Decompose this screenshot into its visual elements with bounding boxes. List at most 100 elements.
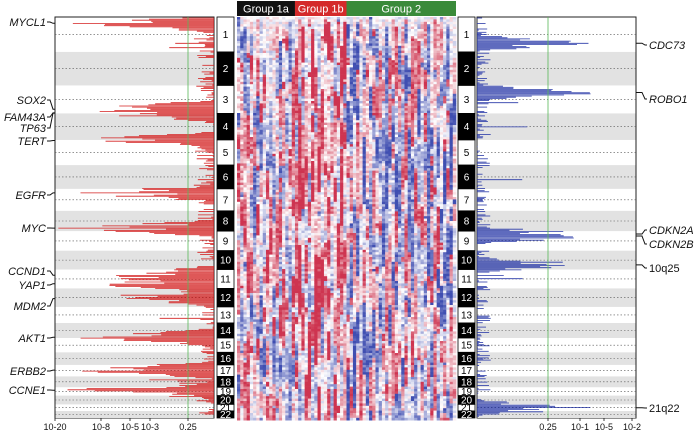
heatmap-cell: [307, 216, 312, 219]
heatmap-cell: [311, 50, 315, 54]
heatmap-cell: [262, 341, 267, 344]
heatmap-cell: [259, 324, 264, 327]
heatmap-cell: [288, 161, 293, 164]
heatmap-cell: [320, 72, 325, 75]
heatmap-cell: [237, 305, 241, 308]
heatmap-cell: [256, 381, 260, 385]
heatmap-cell: [269, 43, 273, 47]
heatmap-cell: [304, 393, 309, 397]
heatmap-cell: [288, 209, 293, 212]
heatmap-cell: [294, 242, 299, 246]
heatmap-cell: [278, 403, 283, 407]
heatmap-cell: [285, 149, 289, 152]
heatmap-cell: [285, 74, 289, 78]
heatmap-cell: [311, 120, 315, 123]
heatmap-cell: [265, 317, 270, 320]
heatmap-cell: [278, 156, 283, 159]
heatmap-cell: [314, 348, 318, 351]
heatmap-cell: [291, 237, 296, 241]
heatmap-cell: [269, 57, 273, 61]
heatmap-cell: [249, 192, 254, 195]
heatmap-cell: [269, 307, 273, 311]
heatmap-cell: [265, 24, 270, 27]
heatmap-cell: [278, 377, 283, 380]
heatmap-cell: [259, 237, 264, 241]
heatmap-cell: [243, 180, 247, 183]
heatmap-cell: [314, 357, 318, 361]
heatmap-cell: [259, 329, 264, 332]
heatmap-cell: [288, 237, 293, 241]
heatmap-cell: [288, 257, 293, 260]
heatmap-cell: [294, 257, 299, 260]
heatmap-cell: [249, 290, 254, 294]
heatmap-cell: [253, 290, 257, 294]
heatmap-cell: [311, 96, 315, 99]
heatmap-cell: [249, 326, 254, 330]
heatmap-cell: [249, 50, 254, 54]
heatmap-cell: [278, 209, 283, 212]
heatmap-cell: [304, 125, 309, 128]
heatmap-cell: [294, 74, 299, 78]
heatmap-cell: [275, 242, 280, 246]
heatmap-cell: [240, 389, 244, 392]
heatmap-cell: [320, 62, 325, 66]
heatmap-cell: [282, 24, 286, 27]
heatmap-cell: [272, 293, 276, 296]
heatmap-cell: [272, 396, 276, 399]
heatmap-cell: [282, 350, 286, 354]
heatmap-cell: [256, 127, 260, 131]
heatmap-cell: [243, 324, 247, 327]
heatmap-cell: [272, 221, 276, 224]
heatmap-cell: [320, 194, 325, 198]
heatmap-cell: [269, 225, 273, 229]
heatmap-cell: [320, 31, 325, 35]
heatmap-cell: [311, 288, 315, 291]
heatmap-cell: [246, 120, 251, 123]
heatmap-cell: [253, 273, 257, 277]
heatmap-cell: [249, 163, 254, 167]
chrom-shade-band: [55, 376, 214, 388]
heatmap-cell: [320, 396, 325, 399]
heatmap-cell: [272, 257, 276, 260]
heatmap-cell: [249, 230, 254, 234]
heatmap-cell: [314, 355, 318, 359]
heatmap-cell: [314, 103, 318, 107]
heatmap-cell: [317, 129, 322, 133]
heatmap-cell: [291, 141, 296, 145]
heatmap-cell: [311, 67, 315, 71]
heatmap-cell: [243, 101, 247, 104]
heatmap-cell: [311, 213, 315, 217]
heatmap-cell: [301, 79, 305, 83]
heatmap-cell: [249, 249, 254, 253]
heatmap-cell: [275, 413, 280, 416]
heatmap-cell: [291, 355, 296, 359]
heatmap-cell: [278, 290, 283, 294]
heatmap-cell: [240, 333, 244, 337]
heatmap-cell: [246, 115, 251, 119]
heatmap-cell: [317, 398, 322, 402]
heatmap-cell: [278, 415, 283, 419]
heatmap-cell: [291, 314, 296, 318]
heatmap-cell: [249, 341, 254, 344]
heatmap-cell: [256, 360, 260, 363]
heatmap-cell: [272, 365, 276, 368]
heatmap-cell: [275, 281, 280, 284]
heatmap-cell: [256, 223, 260, 227]
heatmap-cell: [249, 307, 254, 311]
heatmap-cell: [269, 341, 273, 344]
heatmap-cell: [237, 357, 241, 361]
heatmap-cell: [307, 45, 312, 49]
heatmap-cell: [246, 29, 251, 32]
heatmap-cell: [272, 132, 276, 135]
heatmap-cell: [285, 341, 289, 344]
heatmap-cell: [285, 305, 289, 308]
heatmap-cell: [285, 31, 289, 35]
heatmap-cell: [311, 115, 315, 119]
heatmap-cell: [237, 189, 241, 193]
heatmap-cell: [294, 240, 299, 243]
heatmap-cell: [272, 384, 276, 387]
heatmap-cell: [278, 413, 283, 416]
heatmap-cell: [285, 161, 289, 164]
heatmap-cell: [237, 161, 241, 164]
chromosome-label: 10: [220, 256, 232, 267]
